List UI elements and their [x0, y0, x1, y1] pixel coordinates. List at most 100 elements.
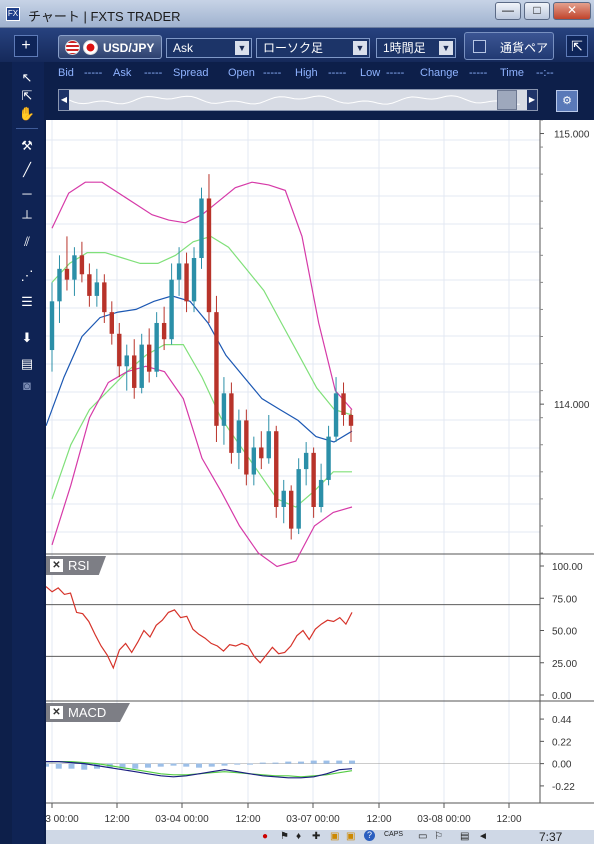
chevron-down-icon: ▼	[235, 41, 249, 55]
tray-folder-icon[interactable]: ▣	[330, 831, 340, 842]
price-type-value: Ask	[173, 41, 194, 55]
timeframe-dropdown[interactable]: 1時間足 ▼	[376, 38, 456, 58]
rsi-y-label: 100.00	[552, 562, 583, 573]
download-arrow-icon[interactable]: ⬇	[21, 330, 33, 345]
channel-tool-icon[interactable]: ⫽	[24, 234, 30, 249]
jp-flag-icon	[83, 40, 98, 55]
chart-settings-icon[interactable]: ⚙	[556, 90, 578, 112]
macd-histogram-bar	[310, 760, 317, 764]
high-label: High	[295, 67, 318, 79]
candle-body	[161, 322, 167, 340]
low-value: -----	[386, 67, 405, 79]
tray-security-icon[interactable]: ♦	[296, 831, 302, 842]
timeframe-value: 1時間足	[383, 41, 426, 55]
bollinger-inner-lower-line	[51, 344, 352, 508]
macd-histogram-bar	[234, 763, 241, 765]
camera-icon[interactable]: ◙	[23, 378, 31, 393]
chart-navigator[interactable]: ◀ ▶	[58, 89, 538, 111]
candle-body	[206, 198, 212, 313]
macd-histogram-bar	[68, 763, 75, 769]
maximize-button[interactable]: □	[524, 2, 550, 20]
chart-area[interactable]: 115.000 114.000 100.00 75.00 50.00 25.00 0.00 0…	[46, 120, 594, 830]
symbol-selector[interactable]: USD/JPY	[58, 35, 162, 59]
x-axis-label: 03-07 00:00	[286, 814, 340, 825]
candle-body	[184, 263, 189, 302]
candle-body	[348, 414, 354, 426]
candle-body	[72, 255, 77, 280]
tray-alert-icon[interactable]: ●	[262, 831, 269, 842]
tray-monitor-icon[interactable]: ▤	[460, 831, 470, 842]
help-icon[interactable]: ?	[364, 830, 375, 841]
x-axis-label: 03-08 00:00	[417, 814, 471, 825]
tray-network-icon[interactable]: ⚑	[280, 831, 289, 842]
candle-body	[281, 490, 286, 507]
x-axis-label: 12:00	[104, 814, 129, 825]
fan-tool-icon[interactable]: ⋰	[20, 268, 34, 283]
candle-body	[146, 344, 152, 372]
bollinger-lower-line	[51, 365, 353, 568]
rsi-y-label: 75.00	[552, 594, 577, 605]
macd-histogram-bar	[247, 763, 253, 765]
collapse-arrow-button[interactable]: ⇱	[566, 35, 588, 57]
candle-body	[94, 282, 100, 296]
chart-canvas[interactable]: 115.000 114.000 100.00 75.00 50.00 25.00 0.00 0…	[46, 120, 594, 830]
price-y-label: 115.000	[554, 130, 590, 141]
candle-body	[87, 274, 92, 296]
t-line-tool-icon[interactable]: ┴	[22, 210, 32, 225]
macd-histogram-bar	[170, 763, 177, 766]
hammer-tool-icon[interactable]: ⚒	[21, 138, 33, 153]
trendline-tool-icon[interactable]: ╱	[23, 162, 31, 177]
chart-style-value: ローソク足	[263, 41, 324, 55]
macd-histogram-bar	[145, 763, 151, 768]
macd-histogram-bar	[208, 763, 215, 767]
candle-body	[303, 452, 309, 470]
tray-app-icon[interactable]: ▣	[346, 831, 356, 842]
x-axis-label: 03-04 00:00	[155, 814, 209, 825]
crosshair-pointer-tool-icon[interactable]: ⇱	[21, 88, 33, 103]
macd-histogram-bar	[272, 762, 279, 764]
pointer-tool-icon[interactable]: ↖	[21, 70, 33, 85]
chart-style-dropdown[interactable]: ローソク足 ▼	[256, 38, 370, 58]
tray-flag-icon[interactable]: ⚐	[434, 831, 443, 842]
candle-body	[57, 268, 62, 302]
candle-body	[109, 312, 114, 334]
tray-display-icon[interactable]: ▭	[418, 831, 428, 842]
data-table-icon[interactable]: ▤	[20, 356, 34, 371]
price-type-dropdown[interactable]: Ask ▼	[166, 38, 252, 58]
macd-histogram-bar	[183, 763, 190, 767]
add-chart-button[interactable]: +	[14, 35, 38, 57]
horizontal-line-tool-icon[interactable]: ─	[22, 186, 32, 201]
tray-tool-icon[interactable]: ✚	[312, 831, 321, 842]
fibonacci-tool-icon[interactable]: ☰	[21, 294, 33, 309]
hand-tool-icon[interactable]: ✋	[18, 106, 36, 121]
macd-line	[46, 760, 353, 779]
macd-histogram-bar	[119, 763, 126, 769]
nav-scroll-left-icon[interactable]: ◀	[59, 90, 69, 110]
open-label: Open	[228, 67, 255, 79]
candle-body	[139, 344, 144, 388]
app-icon: FX	[6, 7, 20, 21]
nav-scroll-right-icon[interactable]: ▶	[527, 90, 537, 110]
x-axis-label: 12:00	[366, 814, 391, 825]
close-button[interactable]: ✕	[553, 2, 591, 20]
close-icon[interactable]: ✕	[50, 559, 63, 572]
currency-pair-checkbox[interactable]	[473, 40, 486, 53]
currency-pair-label: 通貨ペア	[500, 41, 549, 55]
rsi-y-label: 25.00	[552, 659, 577, 670]
minimize-button[interactable]: —	[495, 2, 521, 20]
macd-label: MACD	[68, 705, 107, 720]
windows-taskbar: ● ⚑ ♦ ✚ ▣ ▣ ? CAPS ▭ ⚐ ▤ ◄ 7:37	[46, 830, 594, 844]
navigator-thumb[interactable]	[497, 90, 517, 110]
close-icon[interactable]: ✕	[50, 706, 63, 719]
volume-icon[interactable]: ◄	[478, 831, 488, 842]
candle-body	[124, 355, 129, 367]
macd-histogram-bar	[132, 763, 139, 769]
window-title: チャート | FXTS TRADER	[28, 9, 181, 24]
macd-histogram-bar	[349, 760, 355, 764]
ask-value: -----	[144, 67, 163, 79]
currency-pair-toggle[interactable]: 通貨ペア	[464, 32, 554, 60]
macd-y-label: -0.22	[552, 782, 575, 793]
macd-histogram-bar	[46, 763, 49, 767]
candle-body	[102, 282, 107, 313]
candle-body	[244, 420, 249, 475]
